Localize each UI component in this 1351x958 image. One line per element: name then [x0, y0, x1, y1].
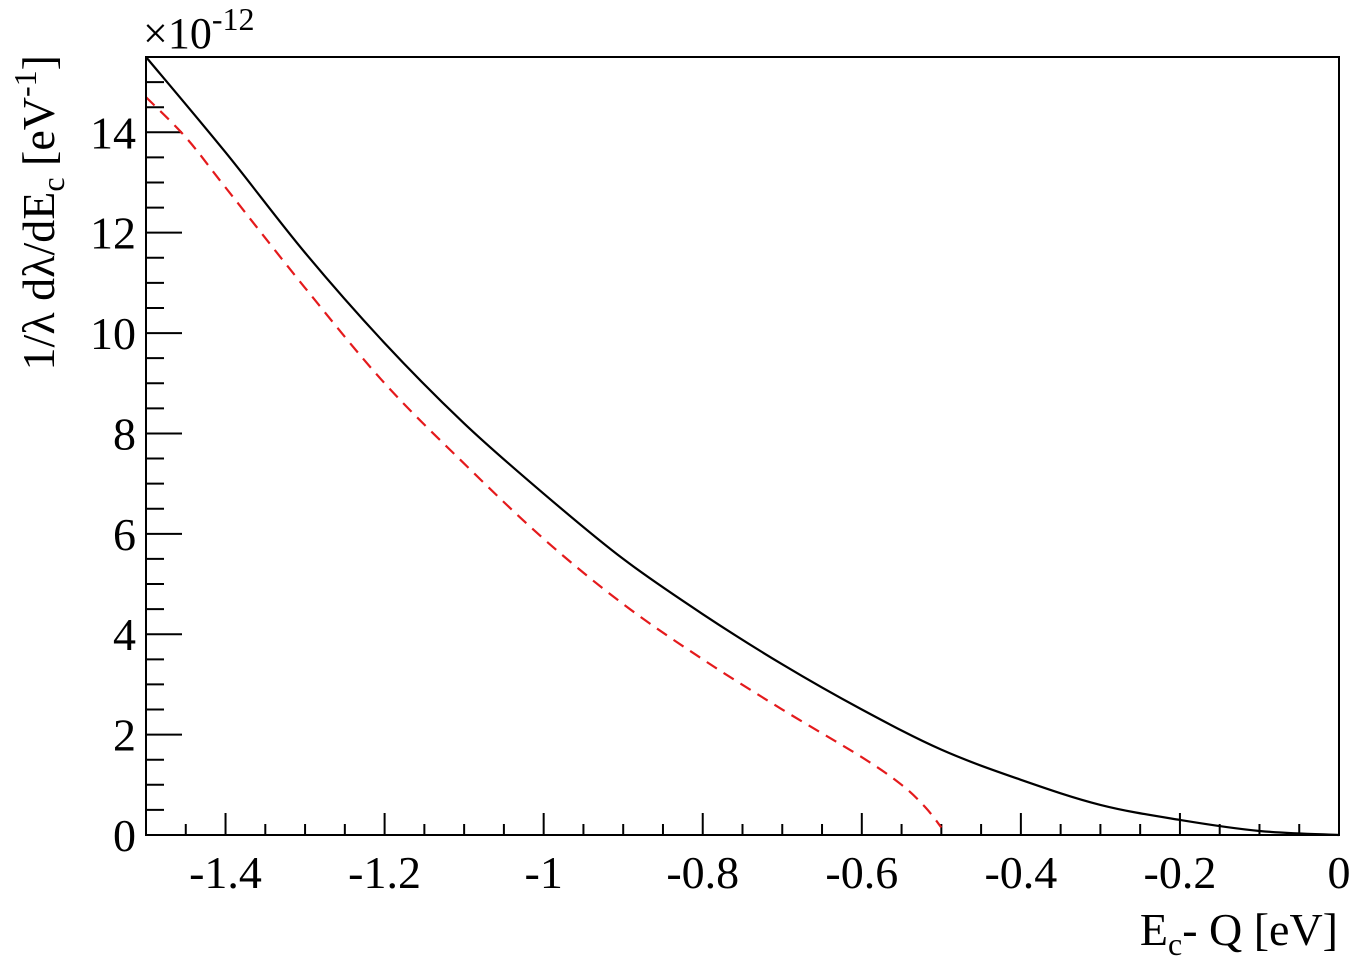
- x-tick-label: -1.2: [348, 847, 421, 898]
- exponent-power: -12: [212, 1, 255, 37]
- y-tick-label: 14: [90, 107, 136, 158]
- y-axis-label-part1: 1/λ dλ/dE: [13, 192, 64, 371]
- x-tick-label: -0.2: [1144, 847, 1217, 898]
- y-axis-label-part2: [eV: [13, 97, 64, 177]
- y-axis-label-part3: ]: [13, 55, 64, 70]
- y-tick-label: 6: [113, 509, 136, 560]
- y-axis-label-sub: c: [35, 177, 71, 191]
- axis-ticks: [145, 56, 1340, 836]
- series-line-solid-black: [145, 56, 1340, 837]
- x-axis-label-sub: c: [1168, 926, 1182, 958]
- exponent-label: ×10-12: [143, 1, 254, 58]
- x-axis-label: Ec- Q [eV]: [1140, 904, 1338, 958]
- x-tick-label: -0.4: [984, 847, 1057, 898]
- y-axis-label: 1/λ dλ/dEc [eV-1]: [7, 55, 71, 370]
- y-tick-label: 2: [113, 710, 136, 761]
- x-axis-label-main: E: [1140, 904, 1168, 955]
- y-tick-label: 8: [113, 408, 136, 459]
- tick-labels: -1.4 -1.2 -1 -0.8 -0.6 -0.4 -0.2 0 0 2 4 6 8 10 12 14: [90, 107, 1351, 898]
- x-tick-label: -0.8: [666, 847, 739, 898]
- y-axis-label-sup: -1: [7, 70, 43, 97]
- plot-frame: [145, 56, 1340, 836]
- series-group: [145, 56, 1340, 837]
- y-tick-label: 12: [90, 208, 136, 259]
- y-tick-label: 0: [113, 810, 136, 861]
- x-tick-label: -1.4: [189, 847, 262, 898]
- exponent-base: ×10: [143, 9, 212, 58]
- x-axis-label-rest: - Q [eV]: [1182, 904, 1338, 955]
- y-tick-label: 4: [113, 609, 136, 660]
- x-tick-label: 0: [1328, 847, 1351, 898]
- x-tick-label: -0.6: [825, 847, 898, 898]
- series-line-dashed-red: [145, 96, 943, 829]
- y-tick-label: 10: [90, 308, 136, 359]
- x-tick-label: -1: [525, 847, 563, 898]
